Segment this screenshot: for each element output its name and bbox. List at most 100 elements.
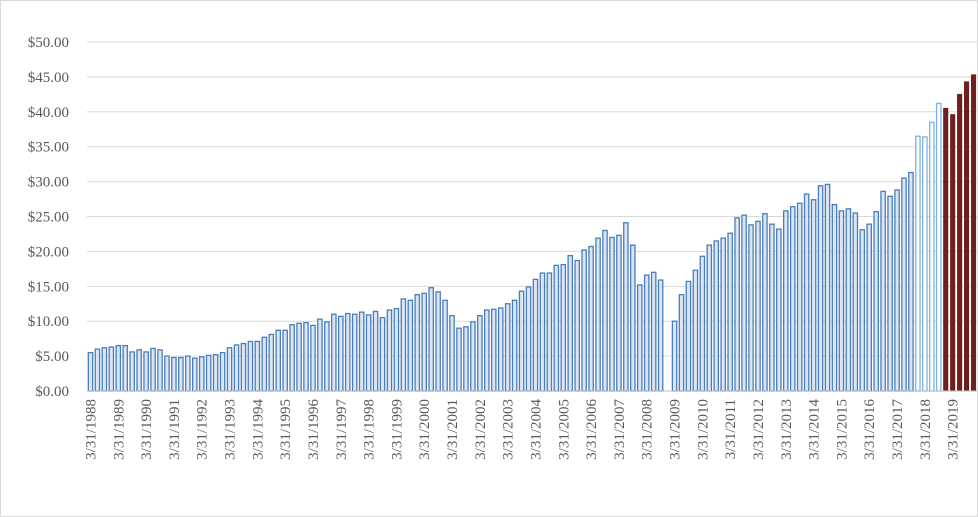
bar-historical <box>101 347 108 392</box>
x-tick-label: 3/31/1990 <box>139 399 155 460</box>
y-tick-label: $15.00 <box>28 279 69 295</box>
bar-historical <box>344 312 351 392</box>
bar-historical <box>212 354 219 392</box>
bar-historical <box>706 244 713 392</box>
x-tick-label: 3/31/2015 <box>834 399 850 460</box>
bar-historical <box>602 229 608 392</box>
bar-historical <box>497 307 504 392</box>
bar-historical <box>317 318 323 392</box>
bar-historical <box>727 232 733 392</box>
bar-forecast <box>957 93 963 392</box>
bar-historical <box>824 183 831 392</box>
bar-historical <box>553 264 560 392</box>
bar-historical <box>769 223 775 392</box>
x-tick-label: 3/31/1995 <box>278 399 294 460</box>
bar-historical <box>337 315 344 392</box>
x-tick-label: 3/31/1989 <box>111 399 127 460</box>
bar-historical <box>748 224 754 392</box>
x-tick-label: 3/31/2002 <box>473 399 489 460</box>
x-tick-label: 3/31/2009 <box>668 399 684 460</box>
bar-historical <box>122 344 129 392</box>
bar-historical <box>400 298 407 392</box>
y-tick-label: $45.00 <box>28 70 69 86</box>
bar-historical <box>428 287 434 392</box>
bar-historical <box>616 234 622 392</box>
bar-historical <box>609 236 615 392</box>
bar-historical <box>845 208 852 392</box>
x-tick-label: 3/31/2011 <box>723 399 739 459</box>
bar-forecast <box>964 81 970 392</box>
bar-historical <box>560 264 567 392</box>
bar-historical <box>831 203 838 392</box>
bar-historical <box>873 210 879 392</box>
x-tick-label: 3/31/1992 <box>195 399 211 460</box>
bar-historical <box>630 244 636 392</box>
bar-historical <box>518 290 525 392</box>
bar-historical <box>143 351 149 392</box>
x-tick-label: 3/31/1994 <box>250 399 266 460</box>
bar-historical <box>623 222 629 392</box>
bar-historical <box>796 202 803 392</box>
bar-historical <box>240 342 247 392</box>
bar-historical <box>275 329 282 392</box>
bar-historical <box>442 299 448 392</box>
bar-historical <box>859 229 866 392</box>
bar-historical <box>205 354 212 392</box>
bar-historical <box>789 206 796 392</box>
bar-historical <box>261 336 268 392</box>
bar-forecast <box>950 114 956 392</box>
bar-historical <box>678 294 685 392</box>
bar-historical <box>595 237 601 392</box>
bar-historical <box>421 292 428 392</box>
x-tick-label: 3/31/2004 <box>528 399 544 460</box>
bar-historical <box>191 357 198 392</box>
x-tick-label: 3/31/1997 <box>334 399 350 460</box>
bar-historical <box>233 344 240 392</box>
bar-historical <box>87 351 94 392</box>
bar-historical <box>755 220 761 392</box>
bar-historical <box>657 279 664 392</box>
bar-historical <box>762 213 768 392</box>
bar-historical <box>650 271 657 392</box>
bar-historical <box>532 278 539 392</box>
x-tick-label: 3/31/2007 <box>612 399 628 460</box>
bar-historical <box>894 189 900 392</box>
bar-historical <box>734 217 740 392</box>
bar-historical <box>136 349 142 392</box>
bar-estimate <box>915 135 921 392</box>
x-tick-label: 3/31/2013 <box>779 399 795 460</box>
bar-historical <box>574 259 581 392</box>
bar-historical <box>483 309 490 392</box>
bar-historical <box>303 321 309 392</box>
bar-historical <box>643 274 650 392</box>
bar-historical <box>150 347 156 392</box>
x-tick-label: 3/31/2010 <box>695 399 711 460</box>
bar-historical <box>94 348 101 392</box>
bar-historical <box>407 299 414 392</box>
x-tick-label: 3/31/1999 <box>389 399 405 460</box>
y-tick-label: $0.00 <box>35 384 69 400</box>
bar-historical <box>164 355 170 392</box>
bar-historical <box>129 351 136 392</box>
bar-historical <box>157 349 163 392</box>
bar-historical <box>379 317 386 392</box>
bar-historical <box>567 254 574 392</box>
bar-historical <box>386 309 393 392</box>
y-tick-label: $5.00 <box>35 349 69 365</box>
x-tick-label: 3/31/1998 <box>362 399 378 460</box>
bar-historical <box>908 171 914 392</box>
bar-forecast <box>943 107 949 392</box>
bar-historical <box>226 347 233 392</box>
bar-historical <box>588 245 594 392</box>
bar-historical <box>449 314 455 392</box>
bar-forecast <box>970 74 977 392</box>
x-tick-label: 3/31/1996 <box>306 399 322 460</box>
x-tick-label: 3/31/1993 <box>223 399 239 460</box>
x-tick-label: 3/31/2017 <box>890 399 906 460</box>
bar-historical <box>539 272 546 392</box>
bar-historical <box>414 294 421 392</box>
bar-historical <box>511 299 518 392</box>
bar-historical <box>852 212 859 392</box>
bar-estimate <box>922 136 928 392</box>
